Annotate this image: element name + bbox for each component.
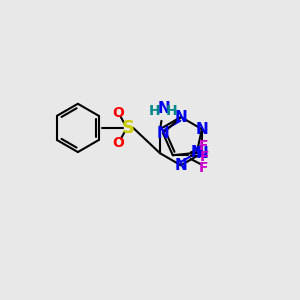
- Text: N: N: [196, 146, 208, 161]
- Text: N: N: [190, 145, 203, 160]
- Text: N: N: [175, 158, 187, 173]
- Text: N: N: [175, 110, 187, 124]
- Text: F: F: [198, 160, 208, 175]
- Text: H: H: [166, 103, 178, 118]
- Text: S: S: [122, 119, 134, 137]
- Text: O: O: [112, 106, 124, 120]
- Text: F: F: [198, 139, 208, 153]
- Text: F: F: [200, 150, 209, 164]
- Text: H: H: [149, 103, 161, 118]
- Text: N: N: [157, 126, 169, 141]
- Text: O: O: [112, 136, 124, 150]
- Text: N: N: [196, 122, 208, 136]
- Text: N: N: [158, 101, 170, 116]
